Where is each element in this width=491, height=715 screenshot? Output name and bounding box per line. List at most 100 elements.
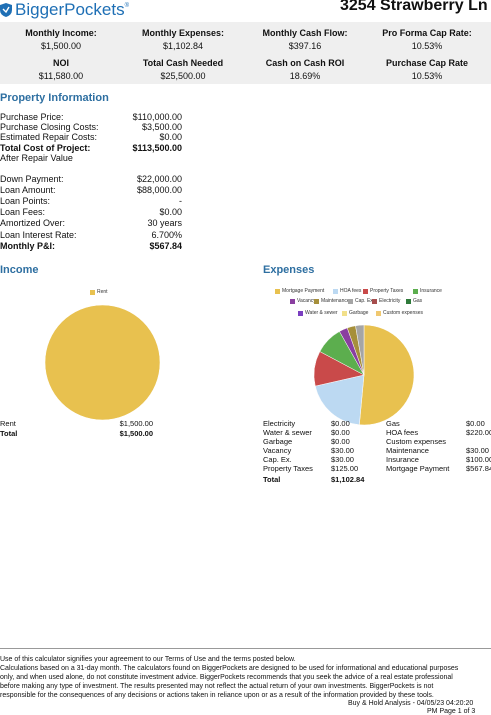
- property-label: Monthly P&I:: [0, 241, 55, 251]
- expense-label: Cap. Ex.: [263, 455, 292, 464]
- expense-label: Water & sewer: [263, 428, 312, 437]
- expense-legend-item: Cap. Ex.: [348, 298, 374, 304]
- legend-label: Maintenance: [321, 298, 350, 304]
- terms-notice: Use of this calculator signifies your ag…: [0, 656, 296, 663]
- report-stamp: Buy & Hold Analysis - 04/05/23 04:20:20: [348, 700, 474, 707]
- metric-value: $11,580.00: [38, 71, 84, 81]
- property-value: $22,000.00: [136, 174, 182, 184]
- metric-value: 10.53%: [411, 41, 443, 51]
- expense-label: Mortgage Payment: [386, 464, 450, 473]
- expenses-pie-chart: [314, 325, 414, 425]
- metric-value: $1,102.84: [162, 41, 204, 51]
- property-label: Total Cost of Project:: [0, 143, 91, 153]
- legend-swatch: [363, 288, 368, 294]
- metric-label: Cash on Cash ROI: [265, 58, 345, 68]
- legend-label: Electricity: [379, 298, 401, 304]
- property-value: -: [179, 196, 182, 206]
- metric-label: NOI: [52, 58, 69, 68]
- expense-label: Custom expenses: [386, 437, 447, 446]
- expense-value: $30.00: [331, 446, 354, 455]
- rent-swatch: [90, 289, 95, 295]
- property-label: Loan Amount:: [0, 185, 56, 195]
- expense-label: Property Taxes: [263, 464, 313, 473]
- expense-value: $0.00: [331, 419, 350, 428]
- property-label: Estimated Repair Costs:: [0, 132, 98, 142]
- expense-label: Gas: [386, 419, 400, 428]
- income-label: Rent: [0, 419, 16, 428]
- legend-swatch: [275, 288, 280, 294]
- legend-label: Garbage: [349, 310, 369, 316]
- income-pie-chart: [45, 305, 160, 420]
- expense-legend-item: Mortgage Payment: [275, 288, 324, 294]
- expense-legend-item: Electricity: [372, 298, 400, 304]
- expense-label: HOA fees: [386, 428, 419, 437]
- property-value: 30 years: [147, 218, 182, 228]
- expense-legend-item: Insurance: [413, 288, 442, 294]
- metric-label: Monthly Income:: [25, 28, 97, 38]
- pie-slice-mortgage-payment: [359, 325, 414, 425]
- property-value: $3,500.00: [141, 122, 182, 132]
- metric-value: $25,500.00: [160, 71, 206, 81]
- legend-swatch: [372, 298, 377, 304]
- expense-legend-item: Vacancy: [290, 298, 316, 304]
- expense-value: $30.00: [466, 446, 489, 455]
- expense-label: Total: [263, 475, 281, 484]
- expense-value: $1,102.84: [331, 475, 365, 484]
- expense-value: $220.00: [466, 428, 491, 437]
- metric-label: Total Cash Needed: [142, 58, 224, 68]
- income-legend-rent: Rent: [90, 289, 108, 295]
- property-information-heading: Property Information: [0, 92, 109, 104]
- legend-swatch: [333, 288, 338, 294]
- brand-logo: BiggerPockets ®: [0, 0, 129, 20]
- page-number: PM Page 1 of 3: [427, 708, 476, 715]
- legend-swatch: [290, 298, 295, 304]
- metric-label: Purchase Cap Rate: [385, 58, 469, 68]
- legend-label: Insurance: [420, 288, 442, 294]
- property-label: Purchase Price:: [0, 112, 64, 122]
- expense-label: Insurance: [386, 455, 419, 464]
- legend-label: Property Taxes: [370, 288, 404, 294]
- disclaimer-line-3: before making any type of investment. Th…: [0, 683, 434, 690]
- legend-label: Custom expenses: [383, 310, 424, 316]
- expense-label: Electricity: [263, 419, 296, 428]
- property-label: Amortized Over:: [0, 218, 66, 228]
- disclaimer-line-4: responsible for the consequences of any …: [0, 692, 434, 699]
- legend-label: HOA fees: [340, 288, 362, 294]
- disclaimer-line-2: only, and when used alone, do not consti…: [0, 674, 453, 681]
- income-label: Total: [0, 429, 18, 438]
- pie-slice-rent: [45, 305, 160, 420]
- expense-value: $0.00: [331, 428, 350, 437]
- expense-value: $0.00: [331, 437, 350, 446]
- metric-value: $397.16: [288, 41, 322, 51]
- metrics-summary: [0, 22, 491, 84]
- expense-value: $125.00: [331, 464, 359, 473]
- expense-legend-item: Garbage: [342, 310, 368, 316]
- property-label: Loan Fees:: [0, 207, 46, 217]
- legend-swatch: [298, 310, 303, 316]
- expense-value: $30.00: [331, 455, 354, 464]
- income-legend-label: Rent: [97, 289, 108, 295]
- legend-swatch: [342, 310, 347, 316]
- property-label: Loan Interest Rate:: [0, 230, 77, 240]
- biggerpockets-shield-icon: [0, 3, 12, 17]
- legend-swatch: [348, 298, 353, 304]
- legend-label: Cap. Ex.: [355, 298, 375, 304]
- property-value: $113,500.00: [132, 143, 182, 153]
- property-label: Loan Points:: [0, 196, 51, 206]
- expense-label: Vacancy: [263, 446, 292, 455]
- property-label: After Repair Value: [0, 153, 73, 163]
- expense-value: $0.00: [466, 419, 485, 428]
- property-value: $0.00: [159, 207, 182, 217]
- property-value: $0.00: [159, 132, 182, 142]
- expense-label: Garbage: [263, 437, 293, 446]
- expense-legend-item: Custom expenses: [376, 310, 423, 316]
- property-value: 6.700%: [151, 230, 182, 240]
- disclaimer-line-1: Calculations based on a 31-day month. Th…: [0, 665, 459, 672]
- property-value: $110,000.00: [132, 112, 182, 122]
- pie-slice-cap-ex-: [355, 325, 365, 376]
- property-label: Purchase Closing Costs:: [0, 122, 99, 132]
- expense-legend-item: Gas: [406, 298, 422, 304]
- property-value: $567.84: [149, 241, 182, 251]
- metric-label: Monthly Expenses:: [141, 28, 224, 38]
- legend-label: Water & sewer: [305, 310, 338, 316]
